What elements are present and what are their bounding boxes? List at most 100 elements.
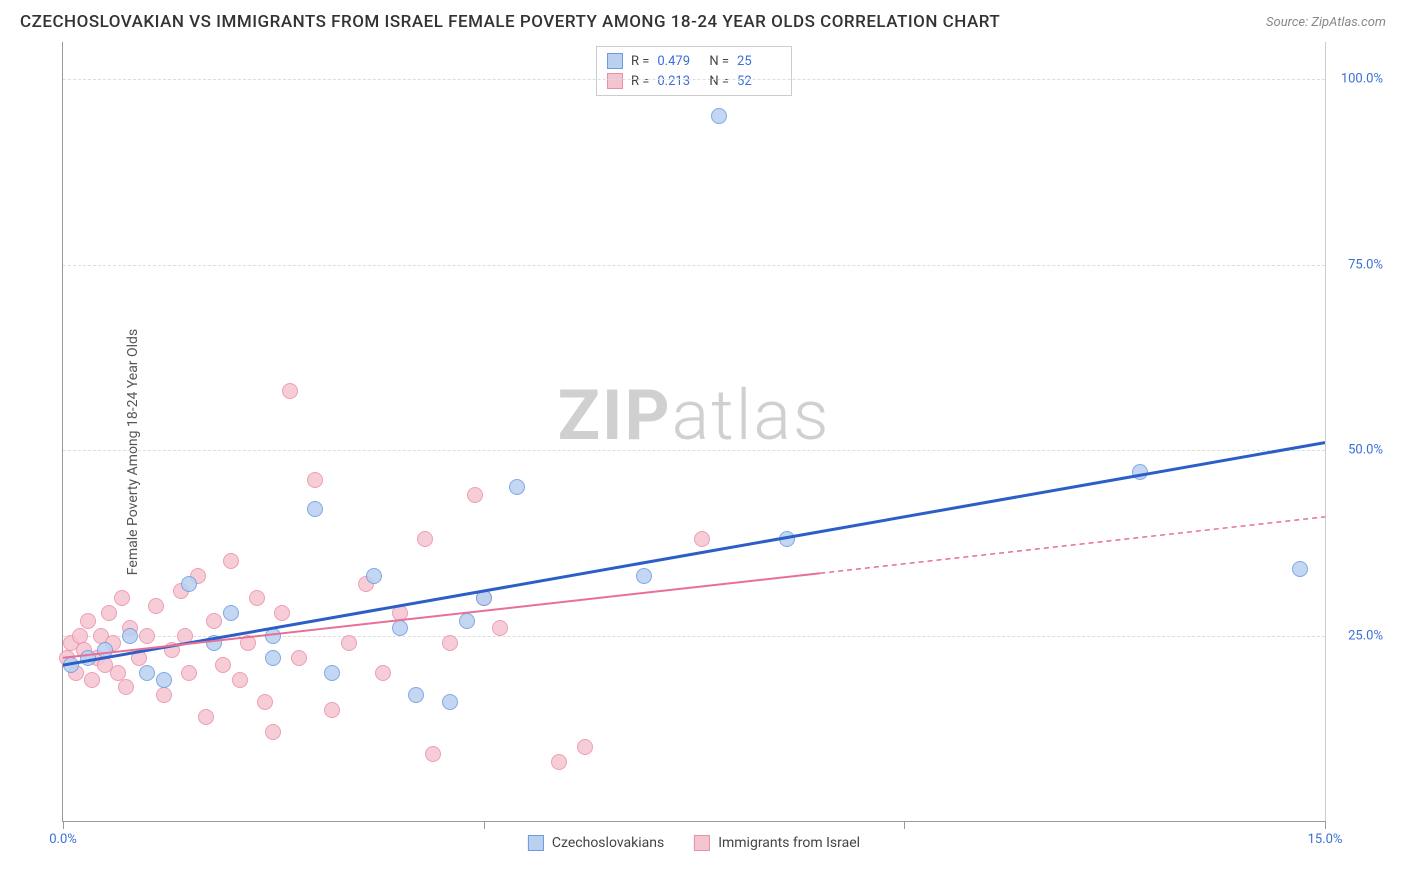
- data-point: [636, 568, 652, 584]
- data-point: [198, 709, 214, 725]
- data-point: [467, 487, 483, 503]
- legend-swatch: [607, 73, 623, 89]
- data-point: [80, 613, 96, 629]
- data-point: [265, 650, 281, 666]
- data-point: [375, 665, 391, 681]
- data-point: [257, 694, 273, 710]
- data-point: [408, 687, 424, 703]
- data-point: [492, 620, 508, 636]
- n-value: 25: [737, 54, 781, 69]
- data-point: [80, 650, 96, 666]
- data-point: [240, 635, 256, 651]
- data-point: [459, 613, 475, 629]
- data-point: [139, 628, 155, 644]
- data-point: [711, 108, 727, 124]
- data-point: [324, 702, 340, 718]
- gridline-h: [63, 79, 1325, 80]
- y-tick-label: 100.0%: [1341, 72, 1383, 87]
- r-value: 0.479: [657, 54, 701, 69]
- data-point: [223, 605, 239, 621]
- r-label: R =: [631, 54, 649, 69]
- data-point: [118, 679, 134, 695]
- data-point: [72, 628, 88, 644]
- data-point: [206, 613, 222, 629]
- plot-area: ZIPatlas R =0.479N =25R =0.213N =52 Czec…: [62, 42, 1326, 822]
- watermark-light: atlas: [672, 375, 831, 457]
- data-point: [181, 576, 197, 592]
- data-point: [392, 605, 408, 621]
- data-point: [215, 657, 231, 673]
- legend-label: Immigrants from Israel: [718, 835, 860, 851]
- watermark: ZIPatlas: [558, 375, 831, 457]
- data-point: [442, 635, 458, 651]
- y-tick-label: 25.0%: [1348, 628, 1383, 643]
- legend-item: Czechoslovakians: [528, 835, 664, 851]
- data-point: [307, 472, 323, 488]
- data-point: [779, 531, 795, 547]
- n-value: 52: [737, 74, 781, 89]
- data-point: [101, 605, 117, 621]
- source-attribution: Source: ZipAtlas.com: [1266, 15, 1386, 30]
- data-point: [324, 665, 340, 681]
- data-point: [156, 672, 172, 688]
- watermark-bold: ZIP: [558, 375, 672, 457]
- gridline-h: [63, 265, 1325, 266]
- n-label: N =: [709, 54, 729, 69]
- x-tick: [1325, 821, 1326, 829]
- data-point: [392, 620, 408, 636]
- data-point: [551, 754, 567, 770]
- stats-row: R =0.213N =52: [607, 71, 781, 91]
- legend-swatch: [694, 835, 710, 851]
- chart-title: CZECHOSLOVAKIAN VS IMMIGRANTS FROM ISRAE…: [20, 12, 1000, 32]
- data-point: [694, 531, 710, 547]
- data-point: [164, 642, 180, 658]
- data-point: [84, 672, 100, 688]
- data-point: [509, 479, 525, 495]
- trend-lines: [63, 42, 1325, 821]
- x-tick: [904, 821, 905, 829]
- data-point: [577, 739, 593, 755]
- data-point: [417, 531, 433, 547]
- gridline-h: [63, 450, 1325, 451]
- data-point: [341, 635, 357, 651]
- data-point: [122, 628, 138, 644]
- y-tick-label: 50.0%: [1348, 443, 1383, 458]
- data-point: [206, 635, 222, 651]
- x-tick-label: 15.0%: [1308, 832, 1343, 847]
- x-tick-label: 0.0%: [49, 832, 77, 847]
- data-point: [181, 665, 197, 681]
- n-label: N =: [709, 74, 729, 89]
- data-point: [232, 672, 248, 688]
- data-point: [1292, 561, 1308, 577]
- data-point: [265, 724, 281, 740]
- y-tick-label: 75.0%: [1348, 257, 1383, 272]
- data-point: [139, 665, 155, 681]
- data-point: [63, 657, 79, 673]
- data-point: [442, 694, 458, 710]
- r-label: R =: [631, 74, 649, 89]
- data-point: [274, 605, 290, 621]
- data-point: [476, 590, 492, 606]
- data-point: [425, 746, 441, 762]
- stats-row: R = 0.479 N = 25: [607, 51, 781, 71]
- data-point: [110, 665, 126, 681]
- data-point: [366, 568, 382, 584]
- legend-swatch: [607, 53, 623, 69]
- x-tick: [63, 821, 64, 829]
- series-legend: Czechoslovakians Immigrants from Israel: [528, 835, 860, 851]
- data-point: [249, 590, 265, 606]
- data-point: [282, 383, 298, 399]
- x-tick: [484, 821, 485, 829]
- data-point: [156, 687, 172, 703]
- data-point: [148, 598, 164, 614]
- data-point: [223, 553, 239, 569]
- data-point: [265, 628, 281, 644]
- data-point: [114, 590, 130, 606]
- stats-legend: R =0.479N =25R =0.213N =52: [596, 46, 792, 96]
- legend-label: Czechoslovakians: [552, 835, 664, 851]
- data-point: [307, 501, 323, 517]
- chart-container: Female Poverty Among 18-24 Year Olds ZIP…: [20, 42, 1386, 862]
- data-point: [1132, 464, 1148, 480]
- data-point: [291, 650, 307, 666]
- data-point: [177, 628, 193, 644]
